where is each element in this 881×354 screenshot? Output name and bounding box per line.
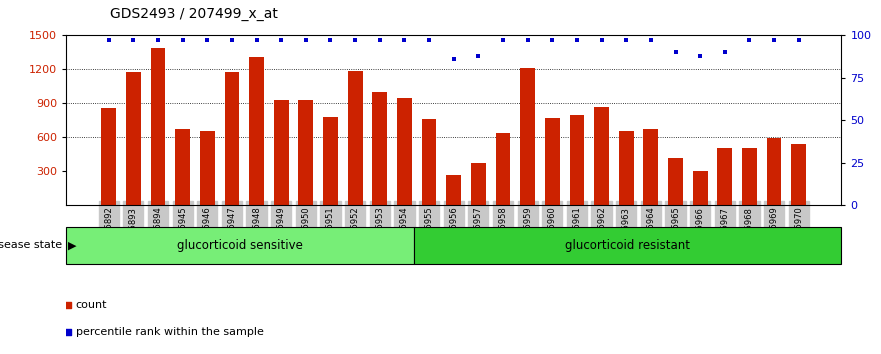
- Point: [619, 38, 633, 43]
- Point: [61, 302, 75, 308]
- Point: [348, 38, 362, 43]
- Point: [521, 38, 535, 43]
- Point: [447, 56, 461, 62]
- Point: [373, 38, 387, 43]
- Bar: [569, 115, 584, 205]
- Bar: [791, 144, 806, 205]
- Point: [669, 50, 683, 55]
- Text: glucorticoid resistant: glucorticoid resistant: [565, 239, 690, 252]
- Point: [175, 38, 189, 43]
- Bar: [668, 158, 683, 205]
- Bar: [323, 117, 338, 205]
- Bar: [594, 107, 609, 205]
- Bar: [66, 227, 413, 264]
- Bar: [249, 57, 264, 205]
- Text: percentile rank within the sample: percentile rank within the sample: [76, 327, 263, 337]
- Bar: [413, 227, 841, 264]
- Bar: [200, 131, 215, 205]
- Bar: [692, 171, 707, 205]
- Text: count: count: [76, 300, 107, 310]
- Point: [151, 38, 165, 43]
- Point: [644, 38, 658, 43]
- Bar: [766, 138, 781, 205]
- Bar: [544, 118, 559, 205]
- Bar: [447, 175, 461, 205]
- Bar: [274, 100, 289, 205]
- Point: [693, 53, 707, 59]
- Point: [274, 38, 288, 43]
- Bar: [618, 131, 633, 205]
- Bar: [225, 72, 240, 205]
- Point: [249, 38, 263, 43]
- Bar: [299, 100, 314, 205]
- Text: disease state: disease state: [0, 240, 62, 250]
- Bar: [471, 164, 485, 205]
- Point: [61, 329, 75, 335]
- Point: [767, 38, 781, 43]
- Point: [792, 38, 806, 43]
- Point: [397, 38, 411, 43]
- Bar: [496, 133, 510, 205]
- Bar: [422, 119, 436, 205]
- Bar: [717, 148, 732, 205]
- Point: [496, 38, 510, 43]
- Text: ▶: ▶: [68, 240, 77, 250]
- Bar: [643, 130, 658, 205]
- Point: [595, 38, 609, 43]
- Point: [422, 38, 436, 43]
- Bar: [175, 130, 190, 205]
- Text: glucorticoid sensitive: glucorticoid sensitive: [177, 239, 303, 252]
- Point: [126, 38, 140, 43]
- Bar: [397, 98, 411, 205]
- Point: [101, 38, 115, 43]
- Bar: [742, 148, 757, 205]
- Bar: [151, 48, 166, 205]
- Point: [570, 38, 584, 43]
- Point: [323, 38, 337, 43]
- Point: [545, 38, 559, 43]
- Point: [225, 38, 239, 43]
- Point: [299, 38, 313, 43]
- Bar: [373, 92, 387, 205]
- Bar: [521, 68, 535, 205]
- Point: [200, 38, 214, 43]
- Point: [471, 53, 485, 59]
- Bar: [126, 72, 141, 205]
- Point: [743, 38, 757, 43]
- Bar: [101, 108, 116, 205]
- Point: [718, 50, 732, 55]
- Bar: [348, 70, 363, 205]
- Text: GDS2493 / 207499_x_at: GDS2493 / 207499_x_at: [110, 7, 278, 21]
